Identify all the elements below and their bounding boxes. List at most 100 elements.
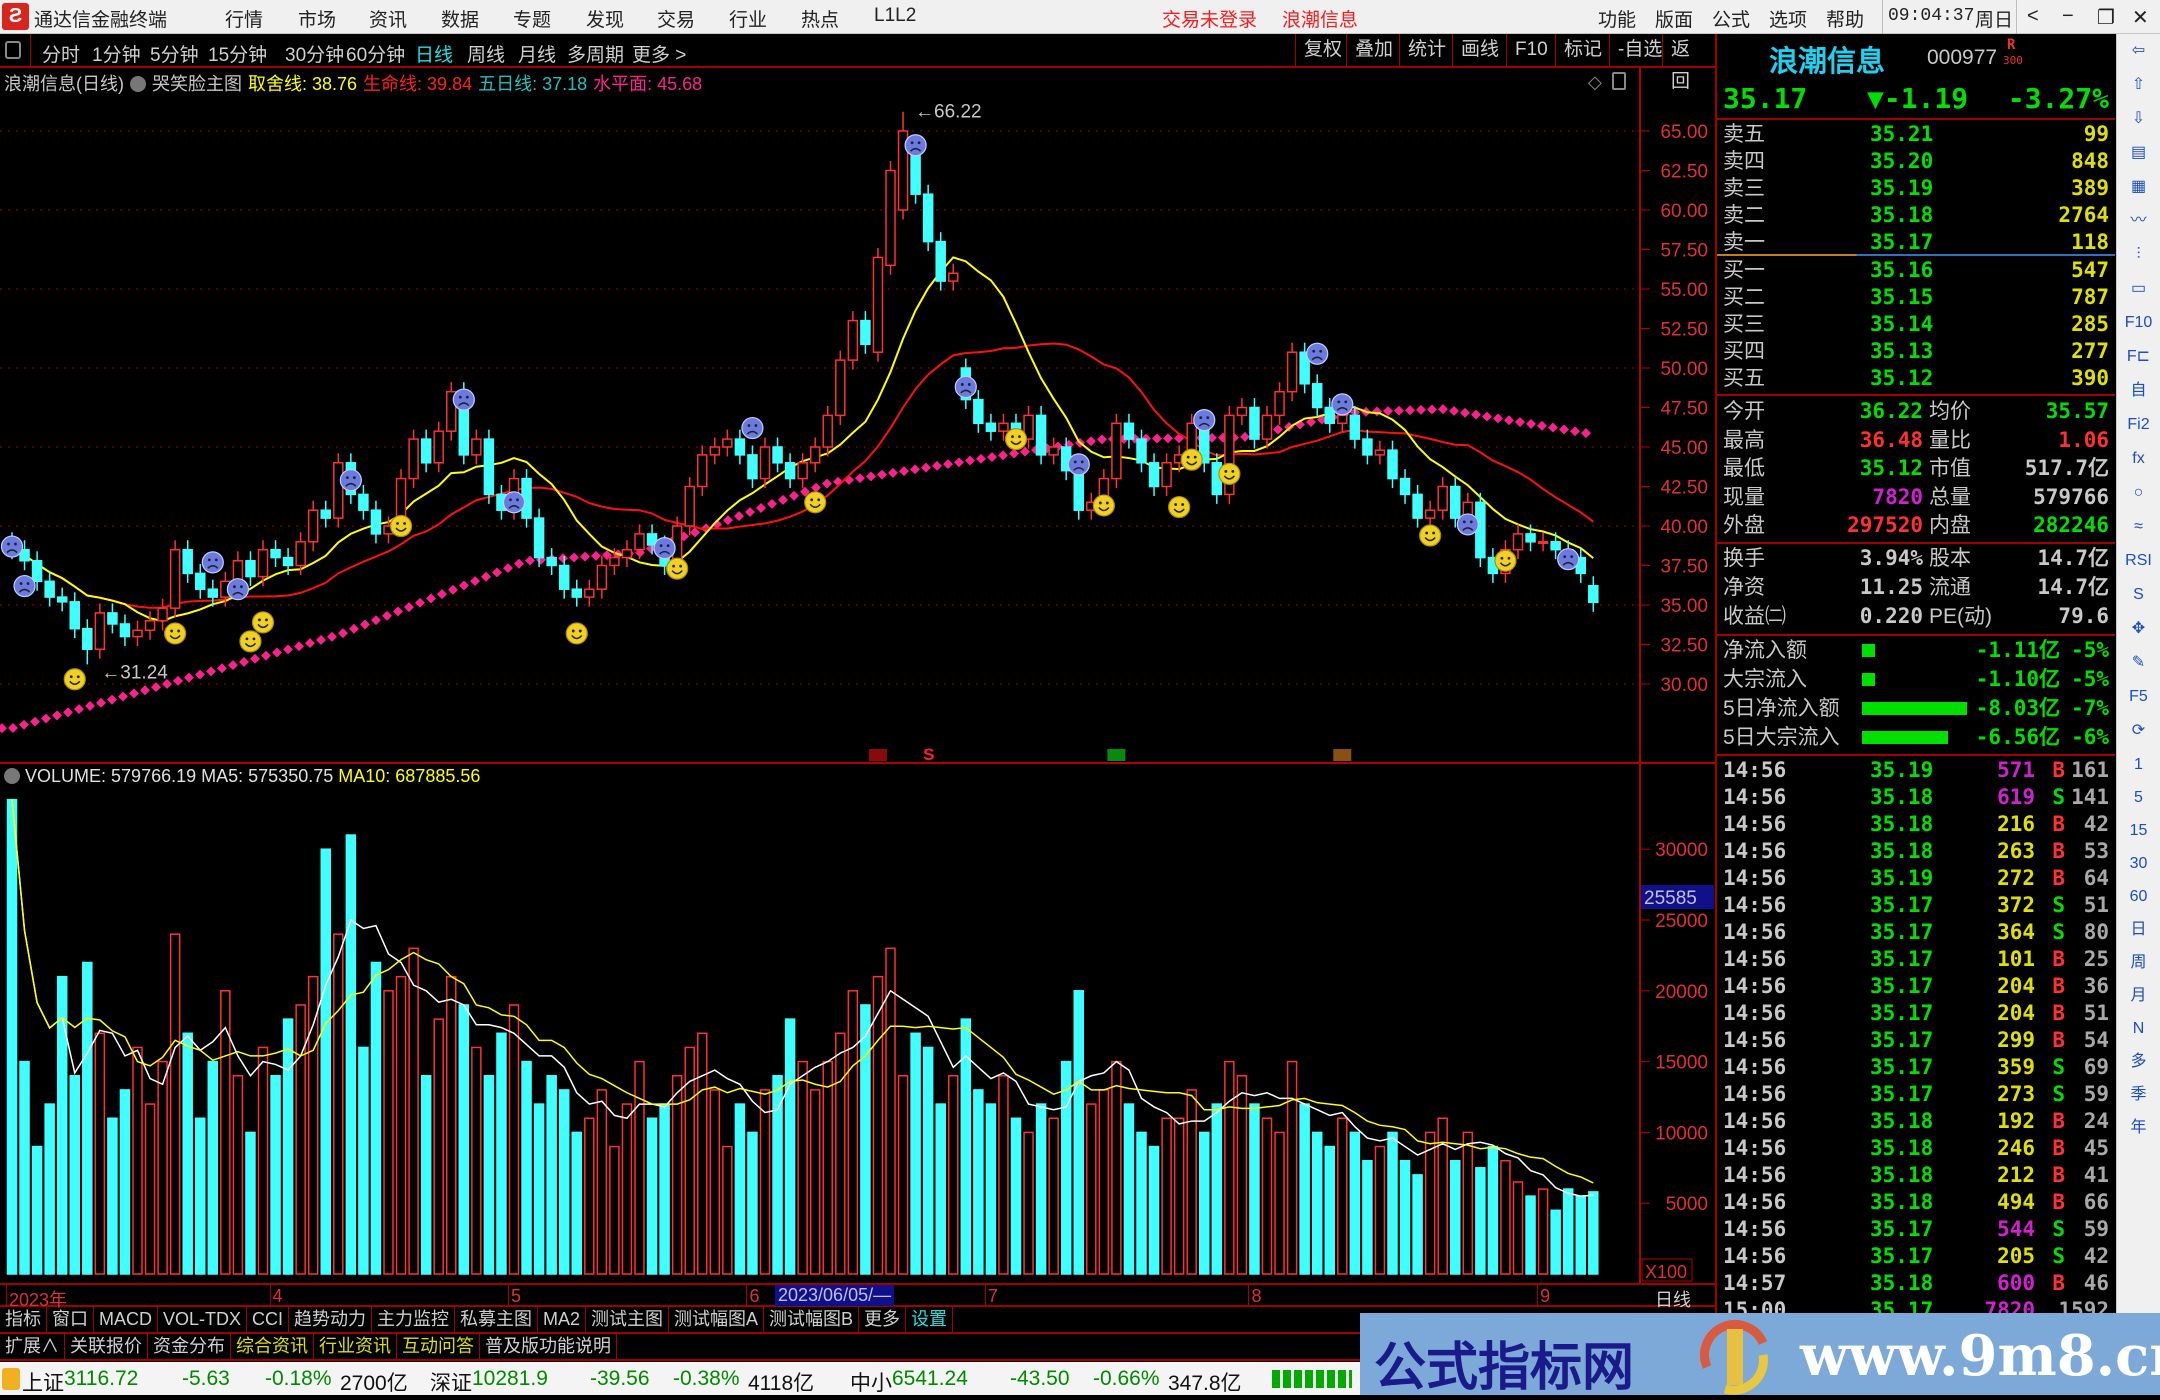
formula-icon[interactable]: fx [2132, 450, 2145, 467]
diamond-icon[interactable]: ◇ [1588, 72, 1602, 92]
period-5-button[interactable]: 5 [2134, 789, 2143, 806]
f5-icon[interactable]: F5 [2129, 688, 2148, 705]
menu-item[interactable]: 发现 [586, 10, 625, 31]
ask-row[interactable]: 卖三 35.19 389 [1717, 175, 2115, 202]
toolbar-button[interactable]: 返回 [1662, 34, 1715, 92]
bottom-tab[interactable]: VOL-TDX [158, 1307, 248, 1332]
ask-row[interactable]: 卖二 35.18 2764 [1717, 202, 2115, 229]
bid-row[interactable]: 买四 35.13 277 [1717, 338, 2115, 365]
toolbar-button[interactable]: 统计 [1399, 34, 1454, 66]
index-name[interactable]: 上证 [22, 1372, 64, 1395]
close-icon[interactable]: ✕ [2132, 7, 2149, 29]
move-icon[interactable]: ✥ [2131, 620, 2146, 637]
period-tab[interactable]: 分时 [42, 45, 81, 66]
bottom-tab[interactable]: 关联报价 [65, 1334, 148, 1359]
back-icon[interactable]: < [2027, 5, 2039, 27]
period-tab[interactable]: 更多 > [632, 45, 687, 66]
wave-icon[interactable]: ≈ [2134, 518, 2143, 535]
rsi-icon[interactable]: RSI [2125, 552, 2152, 569]
candle-icon[interactable]: ⫶ [2136, 246, 2141, 263]
bottom-tab[interactable]: 更多 [859, 1307, 907, 1332]
bid-row[interactable]: 买一 35.16 547 [1717, 257, 2115, 284]
bid-row[interactable]: 买五 35.12 390 [1717, 365, 2115, 392]
menu-item[interactable]: 热点 [801, 10, 840, 31]
period-week-button[interactable]: 周 [2130, 954, 2147, 971]
period-month-button[interactable]: 月 [2130, 987, 2147, 1004]
bottom-tab[interactable]: 私募主图 [455, 1307, 539, 1332]
circle-icon[interactable]: ○ [2133, 484, 2144, 501]
toolbar-button[interactable]: 叠加 [1346, 34, 1401, 66]
bottom-tab[interactable]: 窗口 [47, 1307, 94, 1332]
bottom-tab[interactable]: 普及版功能说明 [480, 1334, 617, 1359]
menu-item-right[interactable]: 选项 [1769, 10, 1808, 31]
toolbar-button[interactable]: 标记 [1555, 34, 1610, 66]
formula-name[interactable]: 哭笑脸主图 [152, 74, 242, 94]
maximize-icon[interactable]: ❐ [2097, 7, 2115, 29]
arrow-left-icon[interactable]: ⇦ [2131, 42, 2146, 59]
arrow-down-icon[interactable]: ⇩ [2131, 110, 2146, 127]
period-60-button[interactable]: 60 [2129, 888, 2148, 905]
minimize-icon[interactable]: − [2062, 5, 2074, 27]
fc-icon[interactable]: F⊏ [2126, 348, 2151, 365]
period-tab[interactable]: 15分钟 [208, 45, 268, 66]
period-15-button[interactable]: 15 [2129, 822, 2148, 839]
ask-row[interactable]: 卖四 35.20 848 [1717, 148, 2115, 175]
index-name[interactable]: 深证 [430, 1372, 472, 1395]
period-tab[interactable]: 周线 [467, 45, 506, 66]
s-icon[interactable]: S [2133, 586, 2144, 603]
bottom-tab[interactable]: 测试幅图A [669, 1307, 765, 1332]
bottom-tab[interactable]: 测试幅图B [764, 1307, 860, 1332]
bottom-tab[interactable]: 主力监控 [372, 1307, 456, 1332]
period-day-button[interactable]: 日 [2130, 921, 2147, 938]
menu-item[interactable]: 资讯 [369, 10, 408, 31]
status-menu-icon[interactable] [2, 1368, 20, 1390]
period-tab[interactable]: 5分钟 [150, 45, 199, 66]
menu-item[interactable]: 交易 [657, 10, 696, 31]
bottom-tab[interactable]: 资金分布 [148, 1334, 231, 1359]
restore-icon[interactable] [1612, 72, 1626, 90]
login-status[interactable]: 交易未登录 [1162, 10, 1258, 31]
fi2-icon[interactable]: Fi2 [2127, 416, 2150, 433]
period-year-button[interactable]: 年 [2130, 1119, 2147, 1136]
bottom-tab[interactable]: MA2 [538, 1307, 587, 1332]
line-chart-icon[interactable]: 〰 [2130, 212, 2147, 229]
bid-row[interactable]: 买三 35.14 285 [1717, 311, 2115, 338]
bottom-tab[interactable]: 设置 [906, 1307, 954, 1332]
bottom-tab[interactable]: 指标 [0, 1307, 47, 1332]
bottom-tab[interactable]: 趋势动力 [289, 1307, 373, 1332]
refresh-icon[interactable]: ⟳ [2131, 722, 2146, 739]
menu-item[interactable]: 行业 [729, 10, 768, 31]
toolbar-button[interactable]: 复权 [1295, 34, 1350, 66]
period-30-button[interactable]: 30 [2129, 855, 2148, 872]
bottom-tab[interactable]: CCI [247, 1307, 290, 1332]
period-tab[interactable]: 60分钟 [346, 45, 406, 66]
period-1-button[interactable]: 1 [2134, 756, 2143, 773]
f10-icon[interactable]: F10 [2124, 314, 2153, 331]
window-icon[interactable]: ▭ [2130, 280, 2147, 297]
volume-dropdown-icon[interactable] [4, 768, 20, 784]
ask-row[interactable]: 卖一 35.17 118 [1717, 229, 2115, 256]
ask-row[interactable]: 卖五 35.21 99 [1717, 121, 2115, 148]
toolbar-button[interactable]: 画线 [1452, 34, 1507, 66]
menu-item[interactable]: L1L2 [874, 5, 917, 26]
formula-dropdown-icon[interactable] [130, 76, 146, 92]
period-tab[interactable]: 30分钟 [285, 45, 345, 66]
pencil-icon[interactable]: ✎ [2131, 654, 2146, 671]
panel-toggle-icon[interactable] [5, 41, 21, 59]
menu-item[interactable]: 专题 [513, 10, 552, 31]
menu-item[interactable]: 市场 [298, 10, 337, 31]
bottom-tab[interactable]: 测试主图 [586, 1307, 670, 1332]
bottom-tab[interactable]: 综合资讯 [231, 1334, 314, 1359]
toolbar-button[interactable]: F10 [1506, 34, 1556, 66]
bottom-tab[interactable]: MACD [94, 1307, 158, 1332]
menu-item-right[interactable]: 公式 [1712, 10, 1751, 31]
period-n-button[interactable]: N [2132, 1020, 2145, 1037]
bottom-tab[interactable]: 行业资讯 [314, 1334, 397, 1359]
self-select-icon[interactable]: 自 [2130, 382, 2147, 399]
bottom-tab[interactable]: 互动问答 [397, 1334, 480, 1359]
bid-row[interactable]: 买二 35.15 787 [1717, 284, 2115, 311]
bottom-tab[interactable]: 扩展∧ [0, 1334, 65, 1359]
period-tab[interactable]: 多周期 [567, 45, 625, 66]
index-name[interactable]: 中小 [850, 1372, 892, 1395]
menu-item[interactable]: 数据 [441, 10, 480, 31]
